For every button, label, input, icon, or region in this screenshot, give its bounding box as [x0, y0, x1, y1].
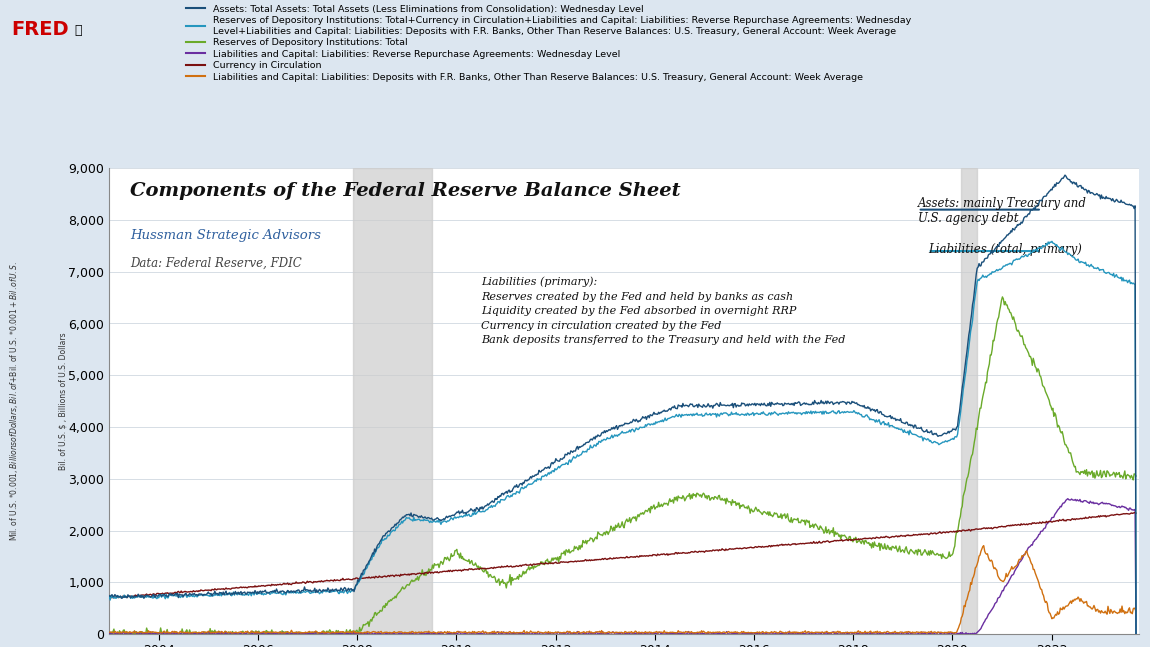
Text: Assets: mainly Treasury and
U.S. agency debt: Assets: mainly Treasury and U.S. agency …: [918, 197, 1087, 225]
Text: Data: Federal Reserve, FDIC: Data: Federal Reserve, FDIC: [130, 257, 301, 270]
Text: Components of the Federal Reserve Balance Sheet: Components of the Federal Reserve Balanc…: [130, 182, 681, 200]
Bar: [353, 168, 431, 634]
Text: 📈: 📈: [75, 24, 83, 37]
Text: Bil. of U.S. $ , Billions of U.S. Dollars: Bil. of U.S. $ , Billions of U.S. Dollar…: [59, 333, 68, 470]
Text: Hussman Strategic Advisors: Hussman Strategic Advisors: [130, 229, 321, 242]
Text: Mil. of U.S. $*0.001 , Billions of Dollars , Bil. of $+Bil. of U.S. $*0.001+Bil.: Mil. of U.S. $*0.001 , Billions of Dolla…: [8, 261, 20, 542]
Text: Liabilities (total, primary): Liabilities (total, primary): [928, 243, 1081, 256]
Text: FRED: FRED: [12, 19, 69, 39]
Text: Liabilities (primary):
Reserves created by the Fed and held by banks as cash
Liq: Liabilities (primary): Reserves created …: [481, 277, 845, 345]
Bar: [961, 168, 978, 634]
Legend: Assets: Total Assets: Total Assets (Less Eliminations from Consolidation): Wedne: Assets: Total Assets: Total Assets (Less…: [186, 5, 911, 82]
